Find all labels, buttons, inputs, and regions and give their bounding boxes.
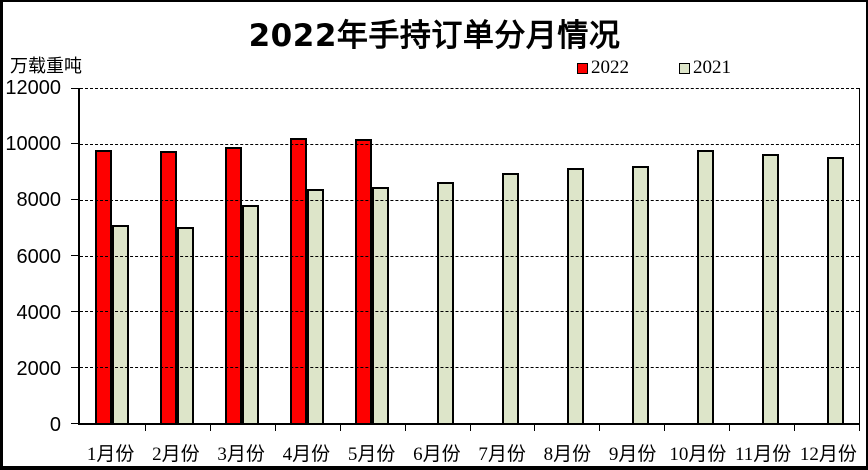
- y-axis-tick: [71, 87, 78, 89]
- y-axis-tick: [71, 255, 78, 256]
- category-slot-5月份: [340, 88, 406, 431]
- x-axis-tick: [469, 425, 471, 431]
- bar-2021-3月份: [242, 204, 260, 423]
- x-axis-tick: [404, 425, 406, 431]
- y-axis-tick: [71, 199, 78, 201]
- legend: 2022 2021: [577, 57, 731, 79]
- plot-area: [71, 87, 861, 431]
- bar-2022-3月份: [225, 147, 243, 423]
- x-axis-tick: [534, 425, 536, 431]
- y-axis-tick-labels: 12000 10000 8000 6000 4000 2000 0: [3, 78, 62, 435]
- y-axis-tick-label: 10000: [5, 133, 61, 156]
- legend-item-2022: 2022: [577, 57, 629, 79]
- category-slot-9月份: [599, 88, 666, 431]
- x-axis-tick: [599, 425, 601, 431]
- y-axis-tick: [71, 310, 78, 312]
- bar-2021-9月份: [631, 165, 649, 423]
- legend-label-2021: 2021: [693, 57, 731, 78]
- x-axis-label-12月份: 12月份: [799, 444, 857, 465]
- y-axis-tick-label: 4000: [16, 301, 62, 324]
- x-axis-tick: [274, 425, 276, 431]
- x-axis-label-11月份: 11月份: [734, 444, 792, 465]
- legend-swatch-2021-icon: [679, 62, 690, 74]
- x-axis-tick: [859, 425, 861, 431]
- category-slot-10月份: [664, 88, 731, 431]
- x-axis-tick: [794, 425, 796, 431]
- y-axis-tick: [71, 422, 78, 424]
- category-slot-12月份: [794, 88, 861, 431]
- category-slot-4月份: [275, 88, 341, 431]
- legend-swatch-2022-icon: [577, 62, 588, 74]
- category-slot-7月份: [470, 88, 536, 431]
- y-axis-tick-label: 0: [49, 414, 61, 436]
- x-axis-tick: [144, 425, 146, 431]
- category-slot-2月份: [145, 88, 211, 431]
- category-slot-8月份: [534, 88, 601, 431]
- x-axis-label-6月份: 6月份: [413, 444, 461, 465]
- x-axis-tick: [664, 425, 666, 431]
- y-axis-tick-label: 6000: [16, 245, 62, 268]
- gridline: [80, 255, 859, 257]
- bar-2022-2月份: [160, 151, 178, 423]
- x-axis-tick: [209, 425, 211, 431]
- bar-2022-1月份: [95, 150, 113, 423]
- y-axis-tick-label: 12000: [5, 77, 61, 99]
- x-axis-label-10月份: 10月份: [669, 444, 727, 465]
- bar-2021-12月份: [826, 156, 844, 423]
- y-axis-unit-label: 万载重吨: [10, 56, 82, 77]
- y-axis-tick: [71, 143, 78, 145]
- x-axis-label-9月份: 9月份: [608, 444, 657, 465]
- bar-2022-4月份: [290, 137, 308, 423]
- gridline: [80, 199, 859, 201]
- x-axis-tick: [729, 425, 731, 431]
- legend-item-2021: 2021: [679, 57, 731, 79]
- category-slot-6月份: [405, 88, 471, 431]
- gridline: [80, 88, 859, 89]
- y-axis-tick: [71, 366, 78, 368]
- y-axis-tick-label: 8000: [16, 189, 62, 212]
- gridline: [80, 367, 859, 369]
- bar-2021-8月份: [566, 168, 584, 423]
- bar-2021-11月份: [761, 154, 779, 423]
- bar-2021-5月份: [372, 186, 390, 423]
- legend-label-2022: 2022: [591, 57, 629, 78]
- category-slot-1月份: [80, 88, 146, 431]
- gridline: [80, 311, 859, 313]
- bar-2021-4月份: [307, 188, 325, 423]
- x-axis-label-5月份: 5月份: [347, 444, 396, 465]
- bar-2021-7月份: [501, 172, 519, 423]
- x-axis-labels: 1月份 2月份 3月份 4月份 5月份 6月份 7月份 8月份 9月份 10月份 11月份 12月份: [78, 439, 861, 466]
- category-slot-11月份: [729, 88, 796, 431]
- bar-slots: [80, 88, 861, 431]
- bar-2022-5月份: [355, 139, 373, 423]
- y-axis-tick-label: 2000: [16, 357, 62, 380]
- x-axis-tick: [339, 425, 341, 431]
- x-axis-label-1月份: 1月份: [86, 444, 135, 465]
- x-axis-label-4月份: 4月份: [282, 444, 331, 465]
- x-axis-label-3月份: 3月份: [217, 444, 265, 465]
- bar-2021-2月份: [177, 227, 195, 423]
- bar-2021-6月份: [437, 182, 455, 423]
- gridline: [80, 143, 859, 145]
- category-slot-3月份: [210, 88, 276, 431]
- bar-2021-10月份: [696, 149, 714, 423]
- x-axis-label-2月份: 2月份: [152, 444, 200, 465]
- chart-title: 2022年手持订单分月情况: [248, 18, 621, 54]
- bar-2021-1月份: [112, 225, 130, 423]
- x-axis-label-8月份: 8月份: [543, 444, 592, 465]
- x-axis-label-7月份: 7月份: [478, 444, 526, 465]
